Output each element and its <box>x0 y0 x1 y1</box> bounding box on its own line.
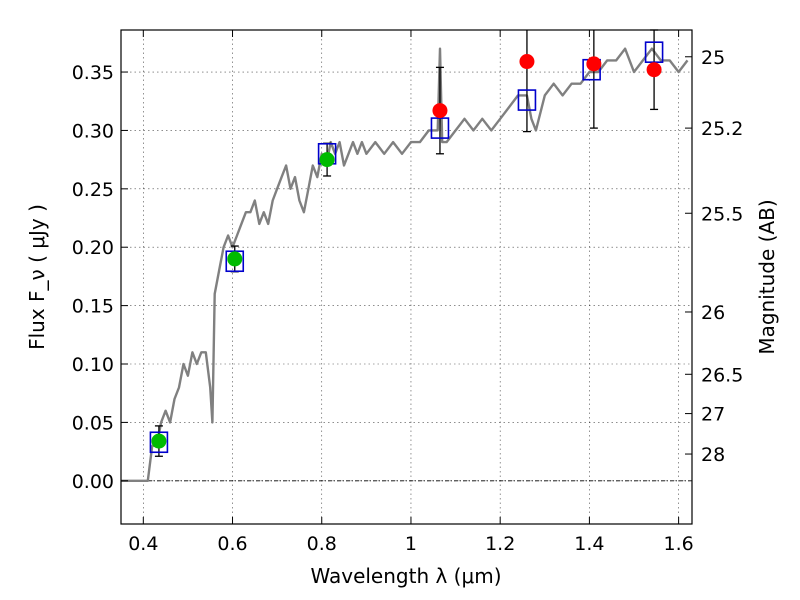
x-tick-label: 1.4 <box>574 533 604 555</box>
green-data-point <box>151 433 167 449</box>
spectrum-series <box>121 47 689 482</box>
mag-tick-label: 27 <box>701 404 725 426</box>
mag-tick-label: 26 <box>701 302 725 324</box>
model-box-point <box>430 117 450 139</box>
green-point-series <box>151 152 335 449</box>
mag-tick-label: 26.5 <box>701 364 743 386</box>
y-tick-label: 0.35 <box>72 62 114 84</box>
y-tick-label: 0.00 <box>72 471 114 493</box>
x-tick-label: 1 <box>405 533 417 555</box>
mag-tick-label: 25 <box>701 47 725 69</box>
y-tick-label: 0.05 <box>72 412 114 434</box>
x-tick-label: 0.4 <box>128 533 158 555</box>
y-tick-label: 0.10 <box>72 354 114 376</box>
y-tick-label: 0.30 <box>72 120 114 142</box>
red-data-point <box>586 56 602 72</box>
plot-frame <box>120 29 693 525</box>
x-tick-label: 1.2 <box>485 533 515 555</box>
red-data-point <box>519 54 535 70</box>
mag-tick-label: 28 <box>701 444 725 466</box>
y-tick-label: 0.20 <box>72 237 114 259</box>
x-axis-label: Wavelength λ (μm) <box>310 564 501 588</box>
red-data-point <box>646 62 662 78</box>
green-data-point <box>319 152 335 168</box>
x-axis-ticks: 0.4 0.6 0.8 1 1.2 1.4 1.6 <box>128 30 694 555</box>
model-box-point <box>644 41 664 63</box>
mag-tick-label: 25.2 <box>701 118 743 140</box>
model-box-series <box>149 41 664 454</box>
grid-lines <box>121 30 692 524</box>
spectrum-line <box>121 47 689 482</box>
mag-tick-label: 25.5 <box>701 203 743 225</box>
right-magnitude-ticks: 25 25.2 25.5 26 26.5 27 28 <box>685 47 743 466</box>
model-box-point <box>517 89 537 111</box>
y-axis-label: Flux F_ν ( μJy ) <box>25 204 49 350</box>
y-axis-ticks: 0.00 0.05 0.10 0.15 0.20 0.25 0.30 0.35 <box>72 62 128 493</box>
y-tick-label: 0.15 <box>72 296 114 318</box>
model-box-point <box>225 250 245 273</box>
x-tick-label: 1.6 <box>664 533 694 555</box>
model-box-point <box>149 431 169 454</box>
x-tick-label: 0.8 <box>307 533 337 555</box>
right-axis-label: Magnitude (AB) <box>755 199 779 354</box>
green-data-point <box>227 251 243 267</box>
red-data-point <box>432 103 448 119</box>
y-tick-label: 0.25 <box>72 179 114 201</box>
x-tick-label: 0.6 <box>217 533 247 555</box>
red-point-series <box>432 54 662 119</box>
